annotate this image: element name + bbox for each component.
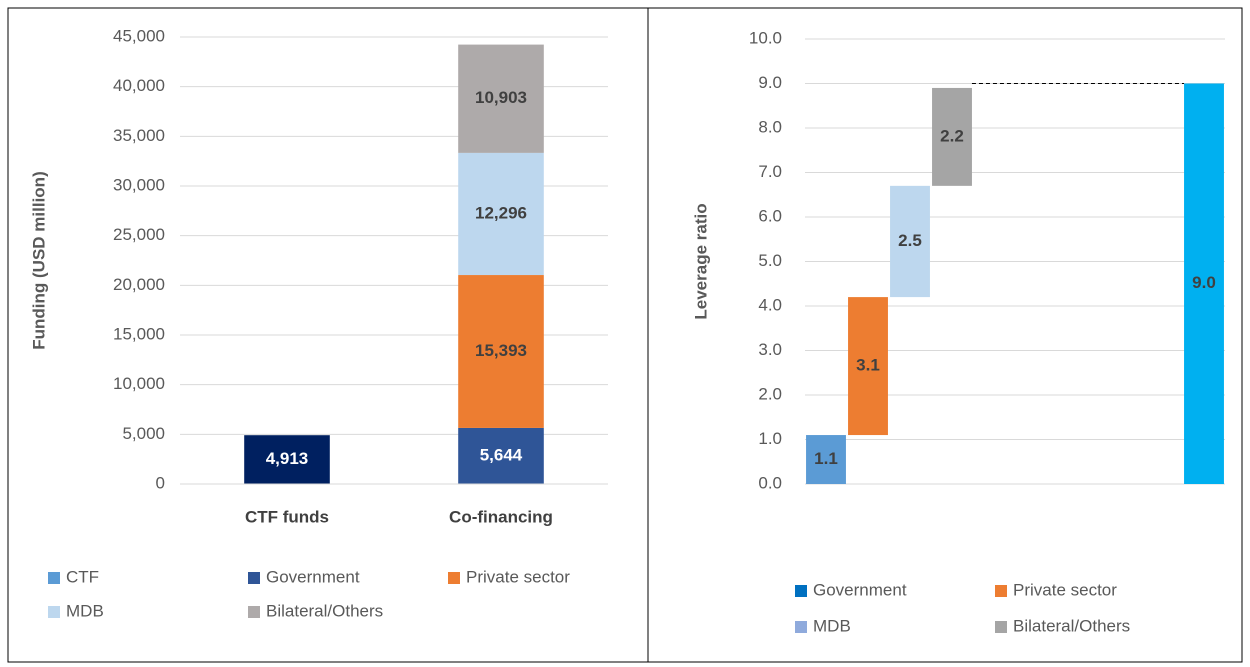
bar [890,185,930,298]
y-tick-label: 9.0 [758,73,782,92]
y-tick-label: 5,000 [122,424,165,443]
bar [848,297,888,436]
bar [932,87,972,186]
y-tick-label: 6.0 [758,206,782,225]
y-tick-label: 0.0 [758,473,782,492]
y-tick-label: 5.0 [758,251,782,270]
legend-swatch [48,572,60,584]
data-label: 2.5 [898,231,922,250]
legend-label: CTF [66,567,99,586]
y-tick-label: 35,000 [113,126,165,145]
bar-segment [458,152,544,276]
data-label: 2.2 [940,126,964,145]
legend-swatch [48,606,60,618]
y-tick-label: 40,000 [113,76,165,95]
y-tick-label: 3.0 [758,340,782,359]
bar-segment [458,44,544,153]
legend-label: MDB [813,616,851,635]
legend-swatch [795,621,807,633]
legend-swatch [795,585,807,597]
y-tick-label: 15,000 [113,324,165,343]
data-label: 10,903 [475,88,527,107]
legend-swatch [995,621,1007,633]
y-axis-title: Leverage ratio [691,203,710,319]
x-tick-label: Co-financing [449,507,553,526]
bar [806,435,846,484]
y-tick-label: 10,000 [113,374,165,393]
y-tick-label: 7.0 [758,162,782,181]
y-axis-title: Funding (USD million) [29,171,48,349]
y-tick-label: 1.0 [758,429,782,448]
legend-swatch [448,572,460,584]
x-tick-label: CTF funds [245,507,329,526]
y-tick-label: 20,000 [113,275,165,294]
y-tick-label: 8.0 [758,117,782,136]
y-tick-label: 4.0 [758,295,782,314]
legend-swatch [995,585,1007,597]
legend-label: Private sector [466,567,570,586]
y-tick-label: 25,000 [113,225,165,244]
y-tick-label: 30,000 [113,175,165,194]
data-label: 5,644 [480,445,523,464]
bar [1184,83,1224,484]
data-label: 12,296 [475,203,527,222]
y-tick-label: 45,000 [113,26,165,45]
data-label: 15,393 [475,341,527,360]
legend-label: MDB [66,601,104,620]
legend-label: Bilateral/Others [266,601,383,620]
panel-frame [647,7,1243,663]
bar-segment [244,435,330,484]
legend-label: Government [813,580,907,599]
y-tick-label: 0 [156,473,165,492]
legend-swatch [248,572,260,584]
legend-swatch [248,606,260,618]
data-label: 9.0 [1192,273,1216,292]
y-tick-label: 2.0 [758,384,782,403]
data-label: 1.1 [814,449,838,468]
y-tick-label: 10.0 [749,28,782,47]
bar-segment [458,427,544,484]
data-label: 4,913 [266,449,309,468]
bar-segment [458,275,544,428]
legend-label: Private sector [1013,580,1117,599]
legend-label: Bilateral/Others [1013,616,1130,635]
legend-label: Government [266,567,360,586]
data-label: 3.1 [856,356,880,375]
